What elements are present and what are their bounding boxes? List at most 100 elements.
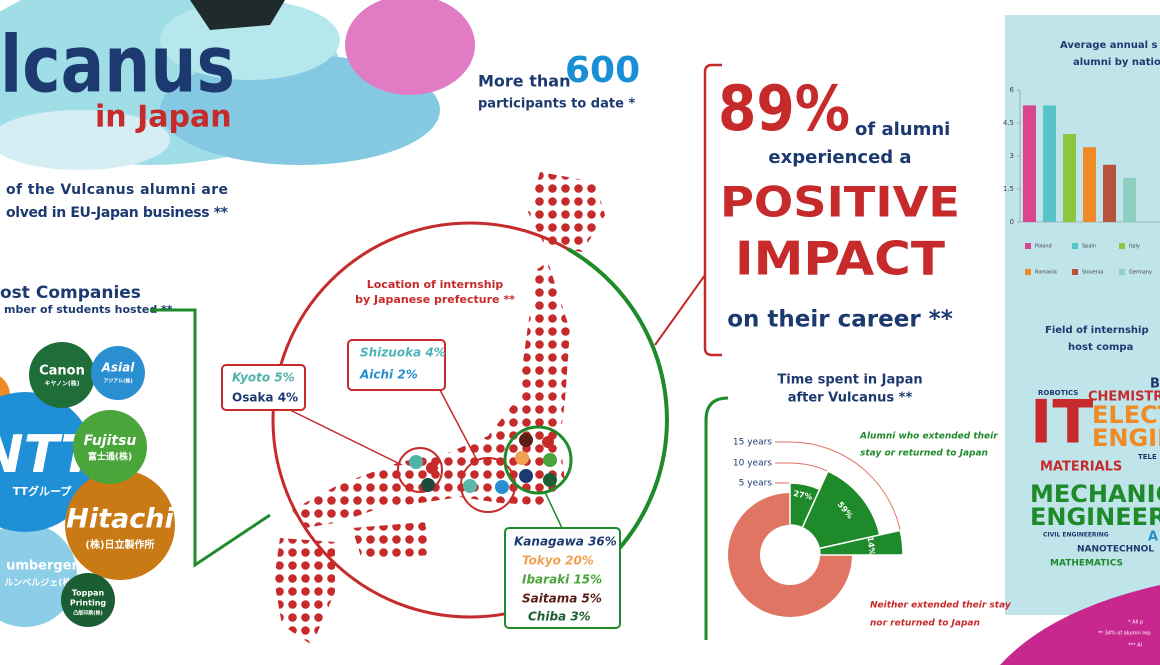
annotation: nor returned to Japan xyxy=(870,619,980,629)
legend-label: Italy xyxy=(1129,244,1140,250)
impact-text: of alumni xyxy=(855,119,950,140)
note: * All p xyxy=(1128,620,1143,626)
legend-label: Germany xyxy=(1129,270,1152,276)
word: BI xyxy=(1150,377,1160,392)
company-name: Fujitsu xyxy=(84,433,137,449)
prefecture-label: Shizuoka 4% xyxy=(360,346,446,360)
companies-subtitle: mber of students hosted ** xyxy=(4,303,173,316)
prefecture-label: Aichi 2% xyxy=(359,368,418,382)
annotation: Neither extended their stay xyxy=(870,601,1012,611)
prefecture-label: Osaka 4% xyxy=(232,391,298,405)
region-circle xyxy=(503,425,573,495)
value-label: 27% xyxy=(793,489,814,502)
y-tick-label: 6 xyxy=(1010,86,1015,94)
y-tick-label: 4.5 xyxy=(1003,119,1014,127)
field-title: Field of internship xyxy=(1045,325,1149,336)
bar xyxy=(1123,178,1136,222)
map-title: by Japanese prefecture ** xyxy=(355,293,515,306)
company-name: Printing xyxy=(70,599,107,608)
panel-swoosh xyxy=(1000,585,1160,665)
company-sub: 富士通(株) xyxy=(88,451,132,463)
impact-percent: 89% xyxy=(718,72,850,145)
y-tick-label: 3 xyxy=(1010,152,1014,160)
note: *** Al xyxy=(1128,643,1142,649)
word: CHEMISTR xyxy=(1088,390,1160,405)
word: ROBOTICS xyxy=(1038,389,1078,397)
word: ENGIN xyxy=(1092,424,1160,452)
label-box xyxy=(504,527,621,629)
legend-swatch xyxy=(1119,243,1125,249)
prefecture-label: Kyoto 5% xyxy=(232,371,295,385)
legend-swatch xyxy=(1025,243,1031,249)
company-name: Hitachi xyxy=(66,504,174,535)
impact-big: POSITIVE xyxy=(720,178,960,227)
label-box xyxy=(347,339,446,391)
word: MECHANIC xyxy=(1030,480,1160,508)
connector xyxy=(289,409,403,466)
company-circle xyxy=(73,410,147,484)
ring-label: 10 years xyxy=(733,459,772,469)
legend-swatch xyxy=(1072,269,1078,275)
word: IT xyxy=(1030,388,1093,458)
connector xyxy=(439,389,479,463)
company-name: Asial xyxy=(101,361,136,375)
bracket xyxy=(150,308,271,568)
word: ELECT xyxy=(1092,401,1160,429)
prefecture-label: Tokyo 20% xyxy=(522,554,594,568)
intro-line: of the Vulcanus alumni are xyxy=(6,182,228,198)
legend-label: Slovenia xyxy=(1082,270,1103,276)
legend-swatch xyxy=(1119,269,1125,275)
word: MATHEMATICS xyxy=(1050,559,1123,569)
y-tick-label: 1.5 xyxy=(1003,185,1014,193)
impact-text: experienced a xyxy=(768,147,911,168)
city-dots xyxy=(409,433,557,494)
legend-label: Poland xyxy=(1035,244,1052,250)
word: TELE xyxy=(1138,453,1157,461)
bar xyxy=(1043,105,1056,222)
chart-subtitle: alumni by natio xyxy=(1073,57,1160,68)
prefecture-label: Ibaraki 15% xyxy=(522,573,602,587)
bar xyxy=(1103,164,1116,222)
company-circle xyxy=(29,342,95,408)
legend-swatch xyxy=(1072,243,1078,249)
annotation: stay or returned to Japan xyxy=(860,449,988,459)
company-name: umberger xyxy=(6,559,78,574)
bracket xyxy=(703,63,722,357)
chart-title: Time spent in Japan xyxy=(777,373,922,388)
word: A xyxy=(1148,530,1158,545)
donut-rest xyxy=(728,493,852,617)
word: MATERIALS xyxy=(1040,460,1122,475)
ship-hull xyxy=(190,0,285,30)
field-title: host compa xyxy=(1068,342,1133,353)
company-circle xyxy=(0,523,77,627)
legend-label: Romania xyxy=(1035,270,1057,276)
company-name: Canon xyxy=(39,364,85,379)
legend-label: Spain xyxy=(1082,244,1096,250)
map-title: Location of internship xyxy=(367,278,504,291)
note: ** 34% of alumni rep xyxy=(1098,631,1151,637)
ring-label: 15 years xyxy=(733,438,772,448)
impact-big: IMPACT xyxy=(735,232,946,286)
prefecture-label: Saitama 5% xyxy=(522,592,602,606)
label-box xyxy=(221,364,306,411)
participants-prefix: More than xyxy=(478,72,570,91)
company-circle xyxy=(91,346,145,400)
bar xyxy=(1023,105,1036,222)
prefecture-label: Chiba 3% xyxy=(528,610,591,624)
subtitle: in Japan xyxy=(95,100,232,135)
wedge xyxy=(818,529,904,556)
y-tick-label: 0 xyxy=(1010,218,1014,226)
word: CIVIL ENGINEERING xyxy=(1043,532,1109,539)
chart-title: Average annual s xyxy=(1060,40,1158,51)
company-sub: アジアル(株) xyxy=(103,378,132,385)
company-sub: 凸版印刷(株) xyxy=(73,610,103,617)
impact-end: on their career ** xyxy=(727,307,953,333)
ring-label: 5 years xyxy=(739,479,773,489)
company-name: Toppan xyxy=(72,589,105,598)
legend-swatch xyxy=(1025,269,1031,275)
company-sub: TTグループ xyxy=(13,484,73,498)
companies-title: ost Companies xyxy=(0,283,141,303)
prefecture-label: Kanagawa 36% xyxy=(514,535,617,549)
company-sub: キヤノン(株) xyxy=(44,380,79,388)
